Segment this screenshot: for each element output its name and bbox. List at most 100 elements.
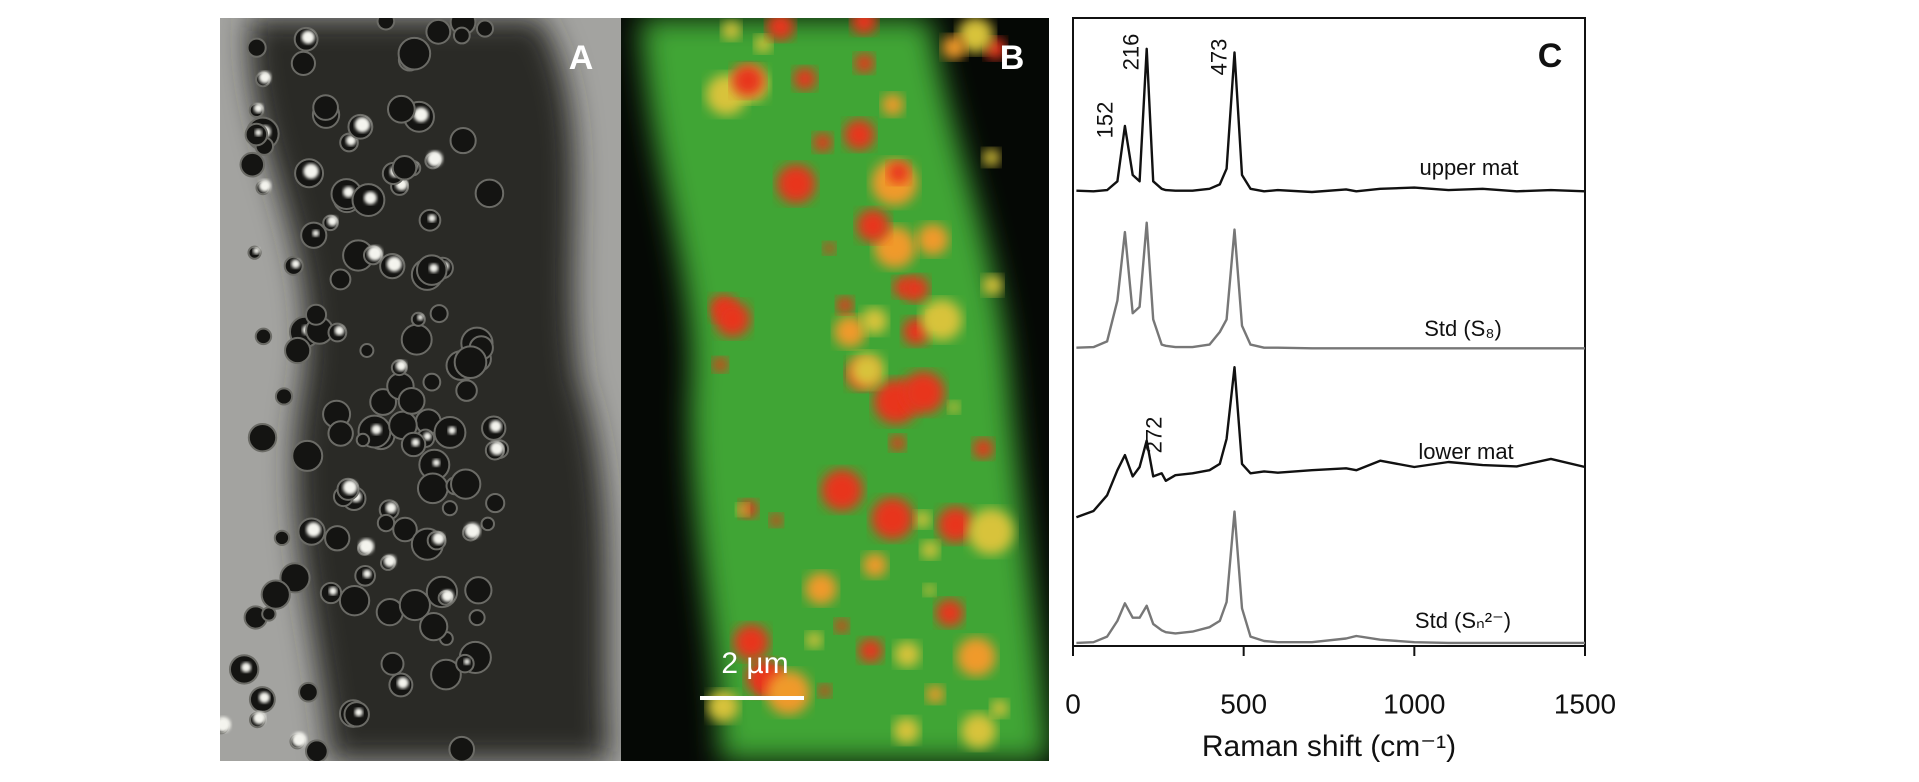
legend-label: Std (S₈): [1424, 316, 1502, 341]
granule: [246, 37, 267, 58]
highlight: [209, 696, 215, 702]
highlight: [463, 658, 471, 665]
granule: [712, 357, 728, 373]
peak-label: 272: [1142, 417, 1167, 454]
granule: [849, 352, 885, 388]
granule: [920, 299, 963, 341]
granule: [736, 503, 749, 517]
granule: [387, 94, 416, 124]
granule: [327, 420, 354, 447]
highlight: [291, 732, 307, 747]
granule: [290, 50, 316, 76]
granule: [254, 327, 273, 346]
micrograph-a: [209, 18, 621, 761]
highlight: [328, 586, 338, 596]
granule: [862, 552, 888, 578]
highlight: [253, 247, 260, 255]
granule: [937, 506, 974, 543]
granule: [793, 67, 817, 91]
granule: [894, 641, 921, 668]
granule: [823, 242, 836, 255]
granule: [464, 576, 493, 605]
granule: [972, 438, 994, 459]
granule: [887, 161, 910, 184]
granule: [916, 223, 949, 256]
granule: [893, 717, 920, 744]
granule: [804, 572, 838, 605]
highlight: [258, 692, 270, 704]
spectrum: [1076, 221, 1585, 350]
granule: [359, 343, 375, 358]
highlight: [371, 424, 382, 435]
granule: [416, 472, 449, 505]
granule: [475, 19, 495, 38]
peak-label: 216: [1119, 34, 1144, 71]
granule: [851, 18, 878, 35]
scale-bar-label: 2 µm: [721, 647, 788, 680]
highlight: [448, 426, 456, 435]
highlight: [306, 522, 321, 537]
granule: [920, 540, 940, 560]
granule: [449, 127, 477, 155]
granule: [731, 64, 765, 97]
granule: [430, 658, 462, 691]
panel-letter: C: [1538, 37, 1563, 75]
highlight: [367, 245, 383, 261]
granule: [834, 618, 849, 634]
granule: [400, 323, 433, 356]
granule: [392, 516, 418, 543]
granule: [935, 599, 964, 627]
x-tick-label: 500: [1220, 688, 1267, 719]
highlight: [364, 191, 377, 205]
granule: [990, 699, 1009, 718]
granule: [452, 26, 471, 45]
granule: [956, 637, 996, 677]
peak-label: 473: [1206, 39, 1231, 76]
granule: [707, 690, 740, 723]
highlight: [464, 522, 481, 539]
granule: [843, 119, 875, 151]
granule: [721, 20, 742, 41]
highlight: [423, 432, 432, 441]
highlight: [427, 151, 443, 167]
granule: [380, 651, 405, 676]
granule: [391, 154, 418, 181]
highlight: [345, 135, 357, 146]
highlight: [301, 30, 315, 44]
granule: [834, 315, 866, 348]
granule: [298, 681, 319, 703]
granule: [769, 513, 784, 528]
highlight: [490, 441, 504, 456]
granule: [260, 579, 291, 610]
highlight: [343, 186, 354, 198]
highlight: [327, 215, 338, 227]
highlight: [258, 71, 271, 84]
spectrum: [1075, 366, 1586, 519]
granule: [398, 588, 431, 622]
granule: [913, 510, 932, 529]
legend-label: Std (Sₙ²⁻): [1415, 608, 1511, 633]
panel-letter: A: [569, 39, 594, 77]
highlight: [241, 662, 252, 673]
highlight: [252, 711, 266, 725]
highlight: [441, 589, 454, 602]
x-axis-label: Raman shift (cm⁻¹): [1202, 730, 1456, 763]
highlight: [417, 314, 424, 321]
granule: [766, 670, 811, 715]
granule: [856, 208, 890, 243]
highlight: [428, 214, 436, 223]
highlight: [342, 480, 358, 495]
granule: [397, 386, 426, 415]
legend-label: lower mat: [1418, 439, 1513, 464]
granule: [960, 713, 997, 749]
highlight: [358, 538, 374, 555]
granule: [369, 388, 398, 416]
granule: [274, 387, 294, 406]
granule: [821, 469, 863, 512]
granule: [858, 638, 883, 663]
highlight: [253, 103, 264, 113]
granule: [455, 379, 478, 402]
granule: [485, 493, 506, 514]
highlight: [220, 716, 231, 733]
